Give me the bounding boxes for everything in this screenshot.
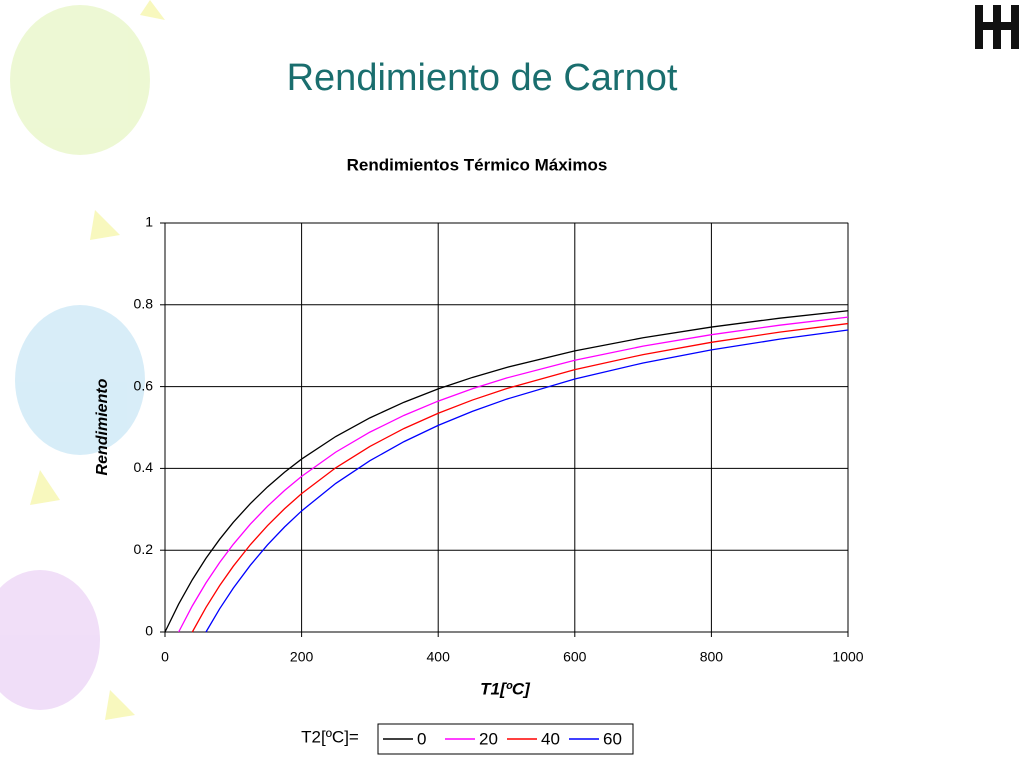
y-axis-label: Rendimiento: [94, 378, 111, 475]
plot-area: [164, 222, 849, 633]
y-tick-label: 0.4: [134, 459, 154, 475]
x-tick-label: 600: [563, 649, 587, 665]
x-tick-label: 400: [427, 649, 451, 665]
series-line: [178, 316, 849, 633]
slide-title: Rendimiento de Carnot: [287, 57, 678, 99]
y-tick-label: 1: [145, 214, 153, 230]
chart-title: Rendimientos Térmico Máximos: [347, 155, 608, 174]
decoration: [0, 0, 165, 720]
y-tick-label: 0.6: [134, 377, 154, 393]
x-tick-label: 200: [290, 649, 314, 665]
y-tick-label: 0.8: [134, 296, 154, 312]
legend-label: 40: [541, 729, 560, 748]
series-line: [205, 329, 849, 633]
legend-label: 0: [417, 729, 426, 748]
x-axis-label: T1[ºC]: [480, 679, 531, 698]
logo: [975, 5, 1019, 49]
legend-label: 20: [479, 729, 498, 748]
x-tick-label: 0: [161, 649, 169, 665]
x-tick-label: 1000: [832, 649, 863, 665]
y-tick-label: 0: [145, 623, 153, 639]
y-tick-label: 0.2: [134, 541, 154, 557]
series-line: [191, 322, 849, 633]
series-line: [164, 310, 849, 633]
x-tick-label: 800: [700, 649, 724, 665]
legend-title: T2[ºC]=: [301, 727, 359, 746]
legend-label: 60: [603, 729, 622, 748]
